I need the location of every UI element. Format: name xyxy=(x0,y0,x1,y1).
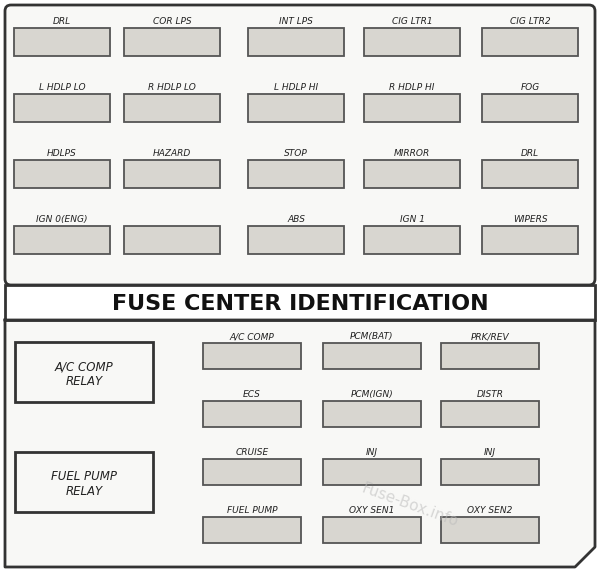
Bar xyxy=(364,94,460,122)
Bar xyxy=(248,226,344,254)
Bar xyxy=(248,28,344,56)
Bar xyxy=(323,343,421,369)
Bar xyxy=(323,459,421,485)
Text: WIPERS: WIPERS xyxy=(512,215,547,224)
Text: IGN 1: IGN 1 xyxy=(400,215,425,224)
Text: HDLPS: HDLPS xyxy=(47,149,77,158)
Text: STOP: STOP xyxy=(284,149,308,158)
Text: A/C COMP: A/C COMP xyxy=(230,332,274,341)
Bar xyxy=(15,452,153,512)
Text: IGN 0(ENG): IGN 0(ENG) xyxy=(36,215,88,224)
Bar xyxy=(482,28,578,56)
Text: OXY SEN1: OXY SEN1 xyxy=(349,506,395,515)
Bar xyxy=(14,94,110,122)
Text: PCM(IGN): PCM(IGN) xyxy=(350,390,394,399)
Text: R HDLP LO: R HDLP LO xyxy=(148,83,196,92)
Bar xyxy=(323,517,421,543)
Text: CRUISE: CRUISE xyxy=(235,448,269,457)
Bar xyxy=(482,160,578,188)
Bar xyxy=(124,94,220,122)
Polygon shape xyxy=(5,320,595,567)
Text: DRL: DRL xyxy=(521,149,539,158)
Bar xyxy=(14,226,110,254)
Text: HAZARD: HAZARD xyxy=(153,149,191,158)
Bar xyxy=(364,160,460,188)
Bar xyxy=(14,160,110,188)
Bar xyxy=(441,459,539,485)
Text: FUEL PUMP
RELAY: FUEL PUMP RELAY xyxy=(51,470,117,498)
Text: ECS: ECS xyxy=(243,390,261,399)
Text: CIG LTR1: CIG LTR1 xyxy=(392,17,433,26)
Text: R HDLP HI: R HDLP HI xyxy=(389,83,434,92)
Bar xyxy=(124,160,220,188)
Text: FUEL PUMP: FUEL PUMP xyxy=(227,506,277,515)
Bar xyxy=(248,160,344,188)
Text: MIRROR: MIRROR xyxy=(394,149,430,158)
FancyBboxPatch shape xyxy=(5,5,595,285)
Text: DISTR: DISTR xyxy=(476,390,503,399)
Bar xyxy=(441,517,539,543)
Bar xyxy=(203,517,301,543)
Text: A/C COMP
RELAY: A/C COMP RELAY xyxy=(55,360,113,388)
Text: PCM(BAT): PCM(BAT) xyxy=(350,332,394,341)
Bar xyxy=(441,401,539,427)
Bar xyxy=(482,226,578,254)
Bar xyxy=(124,226,220,254)
Bar xyxy=(364,226,460,254)
Bar xyxy=(15,342,153,402)
Bar xyxy=(248,94,344,122)
Text: CIG LTR2: CIG LTR2 xyxy=(509,17,550,26)
Text: DRL: DRL xyxy=(53,17,71,26)
Text: INJ: INJ xyxy=(366,448,378,457)
Text: COR LPS: COR LPS xyxy=(152,17,191,26)
Text: FOG: FOG xyxy=(520,83,539,92)
Bar xyxy=(441,343,539,369)
Text: L HDLP LO: L HDLP LO xyxy=(38,83,85,92)
Text: INT LPS: INT LPS xyxy=(279,17,313,26)
Bar xyxy=(203,343,301,369)
Bar xyxy=(482,94,578,122)
Bar xyxy=(364,28,460,56)
Text: Fuse-Box.info: Fuse-Box.info xyxy=(359,480,460,530)
Text: ABS: ABS xyxy=(287,215,305,224)
Text: INJ: INJ xyxy=(484,448,496,457)
Bar xyxy=(203,459,301,485)
Bar xyxy=(124,28,220,56)
Bar xyxy=(14,28,110,56)
Text: OXY SEN2: OXY SEN2 xyxy=(467,506,512,515)
Bar xyxy=(203,401,301,427)
Text: L HDLP HI: L HDLP HI xyxy=(274,83,318,92)
Bar xyxy=(323,401,421,427)
Text: PRK/REV: PRK/REV xyxy=(470,332,509,341)
Text: FUSE CENTER IDENTIFICATION: FUSE CENTER IDENTIFICATION xyxy=(112,293,488,313)
Bar xyxy=(5,285,595,320)
